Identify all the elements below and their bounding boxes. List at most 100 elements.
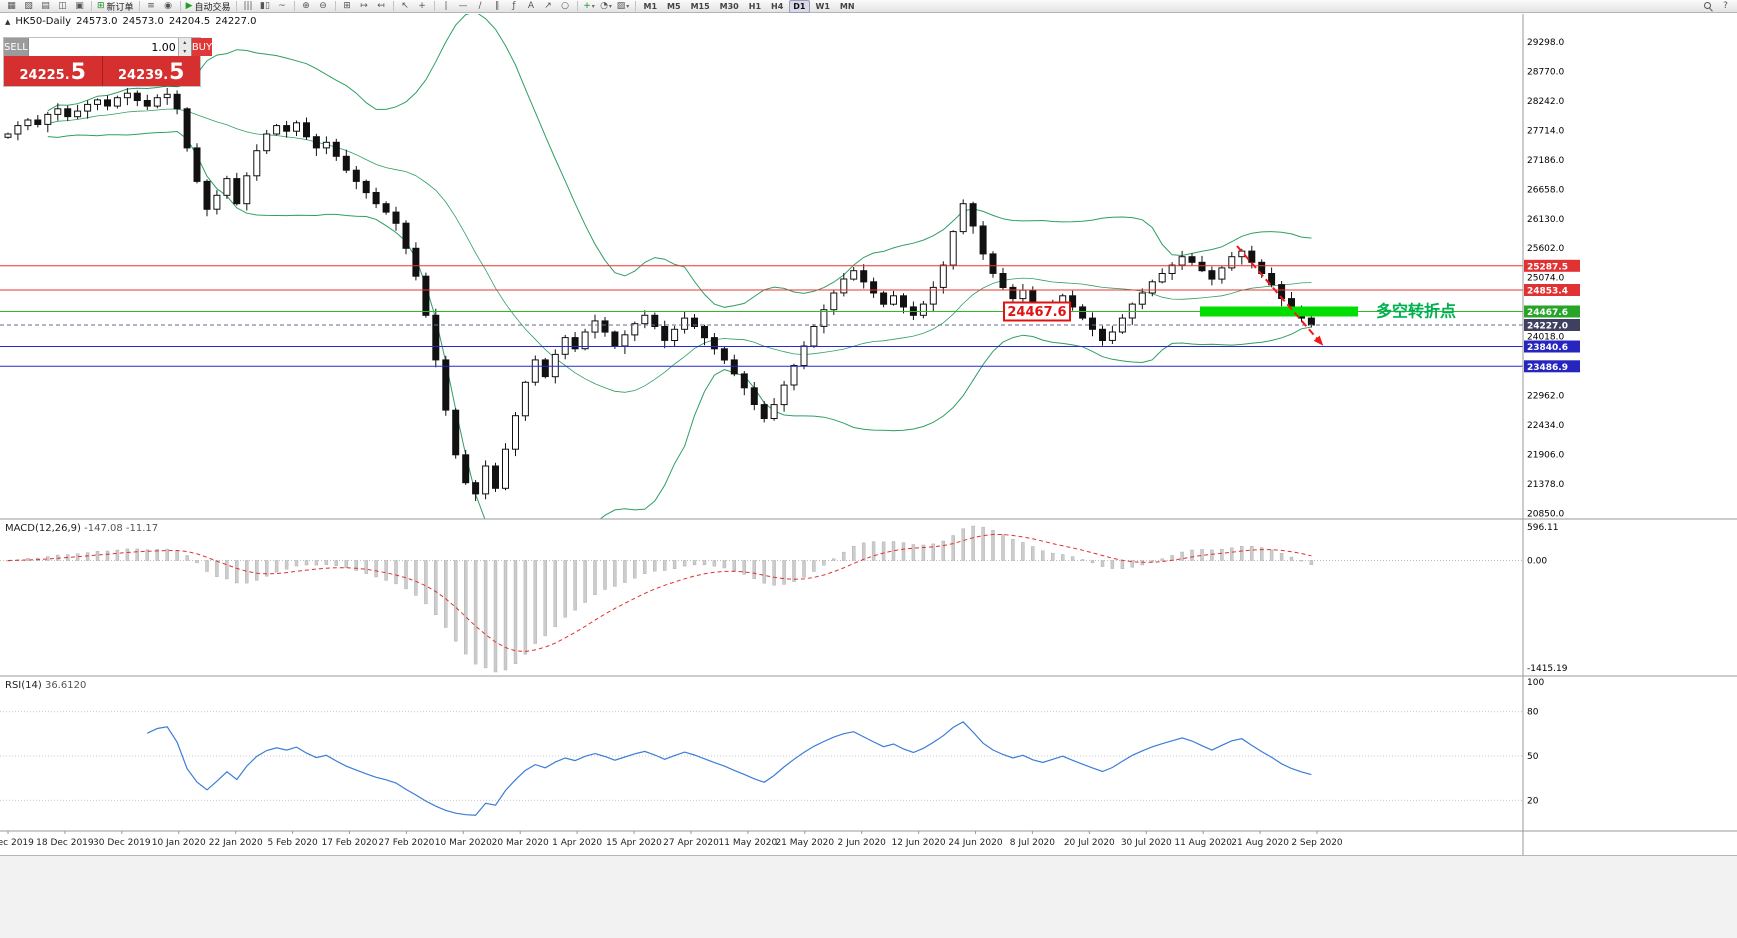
tile-windows-button[interactable]: ⊞ — [339, 0, 356, 12]
ohlc-open: 24573.0 — [76, 16, 118, 27]
ohlc-close: 24227.0 — [215, 16, 257, 27]
new-chart-button[interactable]: ▦ — [3, 0, 20, 12]
channel-icon: ∥ — [494, 0, 500, 11]
price-axis[interactable]: 29298.0 28770.0 28242.0 27714.0 27186.0 26658… — [1524, 38, 1580, 519]
arrow-tool-button[interactable]: ↗ — [540, 0, 557, 12]
svg-text:24853.4: 24853.4 — [1527, 287, 1568, 297]
price-tag-text: 24467.6 — [1007, 305, 1066, 320]
ohlc-low: 24204.5 — [168, 16, 211, 27]
metaeditor-button[interactable]: ≡ — [143, 0, 160, 12]
trendline-button[interactable]: ∕ — [472, 0, 489, 12]
cursor-button[interactable]: ↖ — [397, 0, 414, 12]
timeframe-h4[interactable]: H4 — [771, 1, 784, 11]
svg-text:30 Jul 2020: 30 Jul 2020 — [1121, 838, 1172, 848]
chart-shift-button[interactable]: ↤ — [373, 0, 390, 12]
toolbar-separator — [392, 1, 394, 11]
profiles-button[interactable]: ▧ — [20, 0, 37, 12]
horizontal-line-button[interactable]: — — [455, 0, 472, 12]
text-tool-button[interactable]: A — [523, 0, 540, 12]
support-zone — [1200, 306, 1358, 317]
svg-text:11 Aug 2020: 11 Aug 2020 — [1174, 838, 1232, 848]
volume-increase-button[interactable]: ▴ — [178, 38, 191, 47]
timeframe-m1[interactable]: M1 — [643, 1, 658, 11]
fibonacci-icon: ƒ — [512, 0, 516, 11]
data-window-button[interactable]: ◫ — [54, 0, 71, 12]
svg-text:596.11: 596.11 — [1527, 523, 1559, 533]
candlestick-chart-button[interactable]: ▮▯ — [257, 0, 274, 12]
svg-text:21 May 2020: 21 May 2020 — [775, 838, 834, 848]
rsi-labels: RSI(14) 36.6120 100 80 50 20 — [5, 678, 1544, 806]
timeframe-m30[interactable]: M30 — [719, 1, 739, 11]
market-watch-button[interactable]: ▤ — [37, 0, 54, 12]
svg-text:28770.0: 28770.0 — [1527, 68, 1564, 78]
chart-symbol: HK50-Daily — [15, 16, 72, 27]
vertical-line-button[interactable]: | — [438, 0, 455, 12]
indicators-caret-icon: ▾ — [591, 2, 595, 10]
sell-button[interactable]: SELL — [4, 38, 28, 56]
svg-text:25287.5: 25287.5 — [1527, 262, 1568, 272]
zoom-out-button[interactable]: ⊖ — [315, 0, 332, 12]
channel-button[interactable]: ∥ — [489, 0, 506, 12]
crosshair-icon: + — [418, 0, 426, 11]
timeframe-m15[interactable]: M15 — [690, 1, 710, 11]
timeframe-mn[interactable]: MN — [839, 1, 855, 11]
profiles-icon: ▧ — [24, 0, 33, 11]
data-window-icon: ◫ — [58, 0, 67, 11]
auto-scroll-button[interactable]: ↦ — [356, 0, 373, 12]
navigator-button[interactable]: ▣ — [71, 0, 88, 12]
svg-text:17 Feb 2020: 17 Feb 2020 — [321, 838, 377, 848]
bar-chart-icon: ||| — [243, 0, 253, 11]
buy-button[interactable]: BUY — [191, 38, 213, 56]
price-tag-box — [1003, 301, 1071, 322]
sell-price-button[interactable]: 24225. 5 — [4, 56, 103, 86]
svg-text:100: 100 — [1527, 678, 1544, 688]
cursor-icon: ↖ — [401, 0, 409, 11]
toolbar-separator — [179, 1, 181, 11]
timeframe-d1[interactable]: D1 — [789, 0, 810, 13]
shapes-button[interactable]: ○ — [557, 0, 574, 12]
chart-annotations[interactable]: 24467.6 多空转折点 — [1003, 245, 1456, 346]
collapse-icon[interactable]: ▲ — [5, 17, 11, 26]
horizontal-lines[interactable] — [0, 265, 1523, 367]
strategy-tester-button[interactable]: ◉ — [160, 0, 177, 12]
indicators-icon: + — [583, 0, 591, 11]
crosshair-button[interactable]: + — [414, 0, 431, 12]
svg-text:20 Mar 2020: 20 Mar 2020 — [492, 838, 549, 848]
volume-input[interactable] — [28, 38, 178, 56]
search-button[interactable] — [1700, 0, 1717, 12]
periods-button[interactable]: ◔ ▾ — [598, 0, 615, 12]
trend-arrow-line — [1236, 245, 1321, 343]
fibonacci-button[interactable]: ƒ — [506, 0, 523, 12]
zoom-in-button[interactable]: ⊕ — [298, 0, 315, 12]
svg-text:26658.0: 26658.0 — [1527, 185, 1564, 195]
horizontal-line-icon: — — [458, 0, 468, 11]
autotrading-button[interactable]: ▶ 自动交易 — [184, 0, 233, 13]
help-button[interactable]: ? — [1717, 0, 1734, 12]
svg-text:50: 50 — [1527, 752, 1539, 762]
timeframe-w1[interactable]: W1 — [815, 1, 830, 11]
svg-text:27714.0: 27714.0 — [1527, 126, 1564, 136]
svg-text:21378.0: 21378.0 — [1527, 480, 1564, 490]
bar-chart-button[interactable]: ||| — [240, 0, 257, 12]
sell-price-main: 24225. — [19, 67, 70, 83]
buy-price-button[interactable]: 24239. 5 — [103, 56, 201, 86]
svg-text:11 May 2020: 11 May 2020 — [719, 838, 778, 848]
svg-text:28242.0: 28242.0 — [1527, 97, 1564, 107]
toolbar-separator — [433, 1, 435, 11]
svg-text:6 Dec 2019: 6 Dec 2019 — [0, 838, 34, 848]
templates-button[interactable]: ▨ ▾ — [615, 0, 632, 12]
trend-arrow-head — [1313, 335, 1324, 346]
timeframe-h1[interactable]: H1 — [748, 1, 762, 11]
timeframe-m5[interactable]: M5 — [667, 1, 681, 11]
volume-decrease-button[interactable]: ▾ — [178, 47, 191, 56]
indicators-button[interactable]: + ▾ — [581, 0, 598, 12]
turning-point-label: 多空转折点 — [1376, 302, 1456, 321]
line-chart-button[interactable]: ~ — [274, 0, 291, 12]
buy-price-pip: 5 — [169, 60, 185, 86]
toolbar-separator — [334, 1, 336, 11]
new-order-button[interactable]: ⊞ 新订单 — [95, 0, 136, 13]
svg-text:24467.6: 24467.6 — [1527, 308, 1568, 318]
svg-text:25074.0: 25074.0 — [1527, 274, 1564, 284]
